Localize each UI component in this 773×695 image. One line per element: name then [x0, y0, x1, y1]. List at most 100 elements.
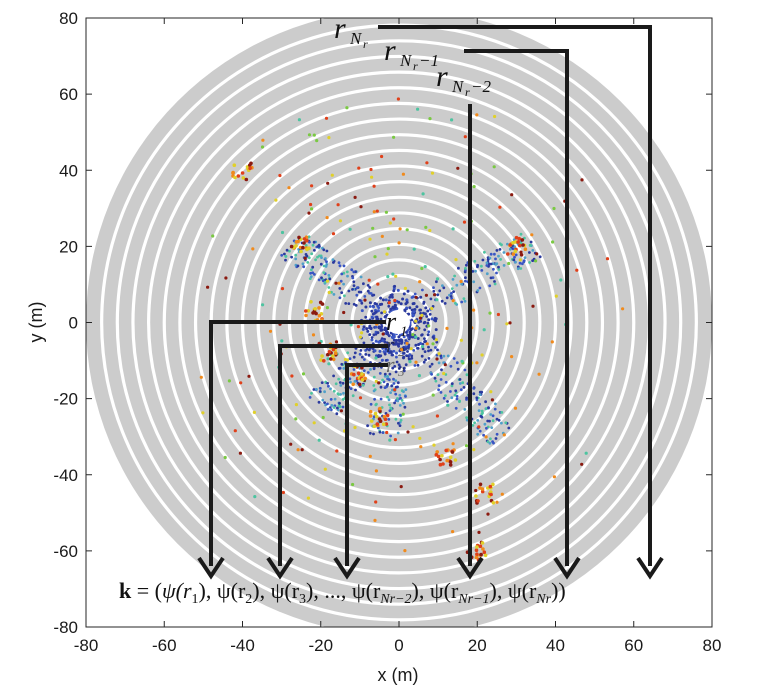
scan-point — [416, 346, 420, 350]
scan-point — [253, 495, 257, 499]
scan-point — [374, 379, 378, 383]
scan-point — [239, 381, 243, 385]
scan-point — [417, 320, 421, 324]
scan-point — [306, 261, 310, 264]
scan-point — [399, 396, 402, 400]
scan-point — [497, 418, 501, 422]
scan-point — [301, 245, 305, 250]
scan-point — [473, 421, 476, 425]
scan-point — [326, 181, 330, 185]
scan-point — [392, 342, 396, 346]
scan-point — [388, 438, 392, 442]
scan-point — [491, 414, 495, 418]
scan-point — [500, 411, 504, 414]
scan-point — [405, 341, 409, 345]
scan-point — [261, 138, 265, 142]
scan-point — [381, 332, 385, 336]
scan-point — [361, 327, 365, 331]
scan-point — [403, 549, 407, 553]
scan-point — [341, 381, 345, 385]
scan-point — [337, 377, 341, 381]
scan-point — [482, 550, 487, 554]
scan-point — [290, 374, 294, 378]
scan-point — [325, 216, 329, 220]
scan-point — [408, 360, 412, 364]
arrow-r1 — [209, 320, 388, 566]
scan-point — [416, 107, 420, 111]
scan-point — [511, 252, 516, 256]
scan-point — [393, 304, 397, 308]
scan-point — [398, 339, 401, 343]
scan-point — [486, 258, 490, 261]
scan-point — [462, 297, 466, 300]
scan-point — [518, 261, 522, 265]
scan-point — [497, 265, 500, 269]
scan-point — [388, 372, 392, 376]
scan-point — [324, 257, 327, 260]
scan-point — [381, 358, 384, 362]
svg-text:1: 1 — [400, 324, 408, 340]
scan-point — [374, 414, 379, 419]
scan-point — [488, 284, 492, 288]
scan-point — [368, 237, 372, 241]
scan-point — [385, 341, 389, 345]
scan-point — [317, 306, 321, 310]
scan-point — [482, 433, 485, 437]
scan-point — [465, 418, 469, 422]
scan-point — [401, 412, 405, 416]
scan-point — [529, 240, 533, 244]
scan-point — [278, 173, 282, 178]
scan-point — [348, 357, 352, 361]
scan-point — [289, 442, 293, 446]
scan-point — [391, 388, 394, 392]
scan-point — [383, 372, 387, 376]
scan-point — [320, 302, 325, 306]
scan-point — [455, 397, 459, 401]
scan-point — [343, 294, 346, 298]
scan-point — [231, 170, 235, 175]
svg-text:r: r — [465, 85, 470, 99]
scan-point — [383, 374, 387, 378]
scan-point — [280, 253, 284, 257]
scan-point — [325, 260, 328, 264]
scan-point — [393, 401, 396, 405]
scan-point — [321, 415, 325, 420]
scan-point — [309, 300, 313, 304]
scan-point — [479, 414, 483, 418]
arrow-r3 — [345, 363, 388, 566]
scan-point — [522, 259, 526, 262]
scan-point — [378, 406, 382, 411]
scan-point — [436, 348, 439, 352]
svg-text:−2: −2 — [471, 77, 491, 96]
scan-point — [495, 500, 499, 504]
x-axis-label: x (m) — [378, 665, 419, 685]
scan-point — [420, 266, 424, 271]
scan-point — [423, 312, 427, 316]
scan-point — [355, 293, 359, 297]
y-axis-label: y (m) — [26, 302, 46, 343]
scan-point — [413, 364, 417, 367]
scan-point — [485, 426, 488, 430]
scan-point — [335, 449, 339, 453]
scan-point — [351, 276, 355, 280]
scan-point — [431, 335, 435, 339]
scan-point — [313, 248, 316, 252]
scan-point — [363, 295, 367, 298]
scan-point — [450, 396, 454, 400]
scan-point — [302, 265, 306, 269]
scan-point — [353, 351, 357, 355]
scan-point — [338, 287, 342, 290]
scan-point — [296, 448, 300, 452]
scan-point — [360, 309, 364, 313]
y-tick-label: 20 — [59, 237, 78, 256]
scan-point — [315, 139, 319, 143]
scan-point — [486, 512, 490, 516]
scan-point — [405, 306, 409, 310]
scan-point — [520, 238, 525, 242]
scan-point — [338, 219, 342, 223]
scan-point — [323, 390, 326, 394]
scan-point — [448, 455, 453, 460]
scan-point — [365, 327, 369, 331]
scan-point — [383, 340, 387, 344]
